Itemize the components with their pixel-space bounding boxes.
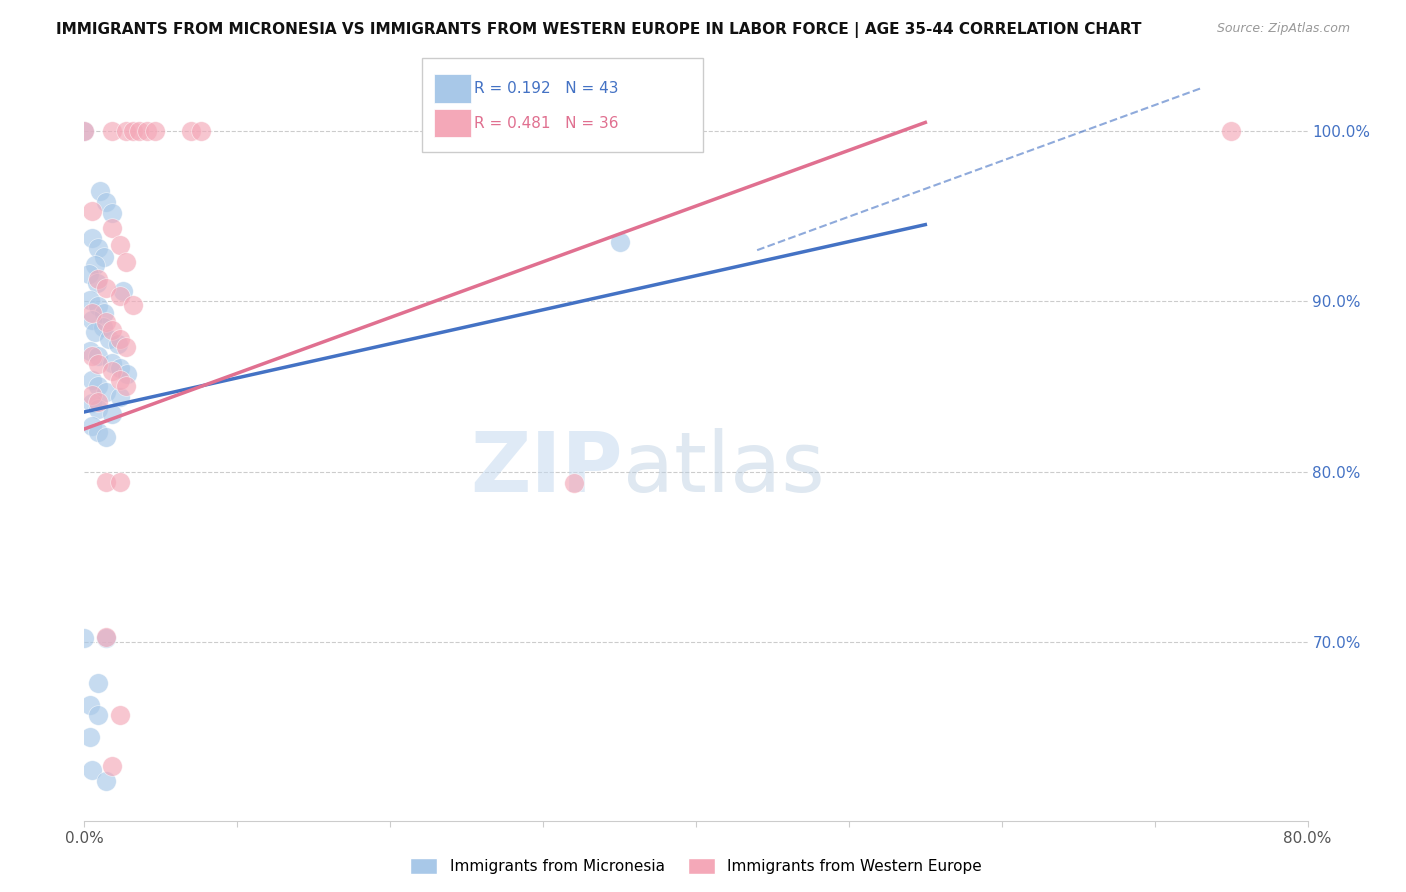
Point — [87, 272, 110, 286]
Point — [73, 124, 96, 138]
Point — [80, 231, 103, 245]
Point — [180, 124, 202, 138]
Point — [111, 284, 134, 298]
Point — [190, 124, 212, 138]
Point — [94, 475, 117, 489]
Point — [136, 124, 159, 138]
Point — [94, 774, 117, 789]
Point — [94, 632, 117, 646]
Point — [73, 124, 96, 138]
Point — [108, 332, 131, 346]
Point — [101, 355, 124, 369]
Point — [101, 759, 124, 773]
Point — [108, 238, 131, 252]
Point — [122, 298, 145, 312]
Point — [80, 204, 103, 219]
Point — [79, 730, 101, 744]
Point — [128, 124, 150, 138]
Point — [108, 373, 131, 387]
Point — [94, 195, 117, 210]
Point — [115, 368, 138, 382]
Point — [80, 396, 103, 410]
Text: atlas: atlas — [623, 428, 824, 509]
Text: R = 0.192   N = 43: R = 0.192 N = 43 — [474, 81, 619, 95]
Point — [108, 708, 131, 723]
Point — [94, 430, 117, 444]
Text: ZIP: ZIP — [470, 428, 623, 509]
Point — [101, 205, 124, 219]
Point — [84, 259, 107, 273]
Point — [94, 280, 117, 294]
Point — [101, 124, 124, 138]
Point — [87, 299, 110, 313]
Point — [87, 401, 110, 416]
Point — [114, 340, 136, 354]
Point — [84, 325, 107, 339]
Point — [80, 306, 103, 320]
Point — [101, 323, 124, 337]
Point — [87, 394, 110, 409]
Text: IMMIGRANTS FROM MICRONESIA VS IMMIGRANTS FROM WESTERN EUROPE IN LABOR FORCE | AG: IMMIGRANTS FROM MICRONESIA VS IMMIGRANTS… — [56, 22, 1142, 38]
Text: Source: ZipAtlas.com: Source: ZipAtlas.com — [1216, 22, 1350, 36]
Point — [87, 379, 110, 393]
Point — [87, 675, 110, 690]
Point — [89, 184, 111, 198]
Point — [97, 332, 120, 346]
Point — [93, 306, 115, 320]
Point — [94, 315, 117, 329]
Point — [94, 384, 117, 399]
Point — [101, 364, 124, 378]
Point — [93, 250, 115, 264]
Point — [87, 357, 110, 371]
Point — [1220, 124, 1243, 138]
Point — [114, 124, 136, 138]
Point — [91, 319, 114, 334]
Legend: Immigrants from Micronesia, Immigrants from Western Europe: Immigrants from Micronesia, Immigrants f… — [404, 852, 988, 880]
Point — [108, 360, 131, 375]
Point — [77, 267, 100, 281]
Point — [108, 390, 131, 404]
Point — [101, 407, 124, 421]
Point — [80, 763, 103, 777]
Point — [108, 475, 131, 489]
Point — [80, 373, 103, 387]
Point — [80, 418, 103, 433]
Point — [114, 379, 136, 393]
Point — [87, 425, 110, 440]
Text: R = 0.481   N = 36: R = 0.481 N = 36 — [474, 116, 619, 130]
Point — [79, 698, 101, 712]
Point — [108, 289, 131, 303]
Point — [87, 242, 110, 256]
Point — [86, 276, 108, 290]
Point — [73, 632, 96, 646]
Point — [94, 630, 117, 644]
Point — [609, 235, 631, 249]
Point — [87, 708, 110, 723]
Point — [80, 313, 103, 327]
Point — [114, 255, 136, 269]
Point — [122, 124, 145, 138]
Point — [80, 349, 103, 363]
Point — [79, 293, 101, 307]
Point — [87, 349, 110, 363]
Point — [101, 221, 124, 235]
Point — [143, 124, 166, 138]
Point — [79, 343, 101, 358]
Point — [80, 388, 103, 402]
Point — [107, 336, 129, 351]
Point — [562, 476, 585, 491]
